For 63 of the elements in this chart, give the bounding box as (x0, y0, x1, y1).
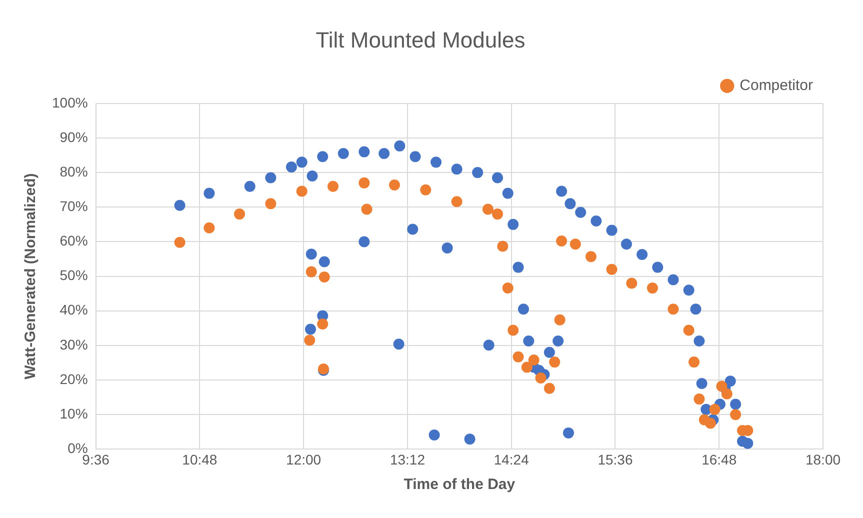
point (585, 251, 596, 262)
point (317, 318, 328, 330)
x-tick-label: 13:12 (390, 451, 426, 468)
point (554, 314, 566, 326)
x-tick-label: 14:24 (494, 451, 530, 468)
y-tick-label: 100% (52, 94, 88, 110)
point (721, 388, 732, 400)
chart-title: Tilt Mounted Modules (316, 27, 526, 52)
x-tick-label: 18:00 (805, 451, 841, 468)
y-tick-label: 80% (60, 163, 88, 180)
y-axis-title: Watt-Generated (Normalized) (22, 173, 40, 380)
point (535, 372, 546, 384)
point (502, 282, 514, 294)
y-tick-label: 90% (60, 128, 88, 145)
point (451, 196, 462, 208)
point (306, 266, 317, 278)
y-tick-label: 20% (60, 370, 88, 387)
point (549, 356, 560, 368)
point (716, 380, 728, 392)
x-axis-title: Time of the Day (404, 476, 516, 494)
point (528, 354, 540, 366)
x-tick-label: 16:48 (702, 451, 737, 468)
x-tick-label: 12:00 (286, 451, 322, 468)
point (694, 394, 705, 405)
point (497, 240, 508, 252)
point (174, 236, 186, 248)
point (521, 362, 532, 373)
point (204, 222, 215, 234)
point (704, 418, 716, 429)
point (570, 238, 581, 250)
point (709, 404, 720, 415)
y-tick-label: 30% (60, 336, 88, 352)
point (358, 177, 370, 188)
point (683, 324, 694, 336)
point (508, 324, 519, 336)
y-tick-label: 60% (60, 232, 88, 249)
x-tick-label: 15:36 (598, 451, 633, 468)
point (668, 304, 679, 315)
y-tick-label: 50% (60, 267, 88, 284)
y-tick-label: 10% (60, 405, 88, 422)
point (556, 236, 568, 247)
point (544, 382, 555, 394)
point (626, 278, 638, 289)
y-tick-label: 40% (60, 302, 88, 318)
legend-label: Competitor (740, 77, 814, 94)
point (512, 351, 524, 362)
y-tick-label: 70% (60, 198, 88, 214)
x-tick-label: 10:48 (182, 451, 218, 468)
point (265, 198, 276, 210)
point (420, 184, 432, 196)
point (318, 271, 330, 282)
point (606, 264, 618, 275)
point (234, 208, 246, 220)
point (388, 180, 400, 191)
point (361, 204, 372, 215)
point (730, 409, 742, 420)
point (328, 180, 339, 192)
point (492, 208, 503, 220)
point (482, 204, 494, 215)
point (688, 356, 700, 368)
point (296, 186, 308, 197)
point (646, 282, 658, 294)
point (304, 334, 316, 346)
